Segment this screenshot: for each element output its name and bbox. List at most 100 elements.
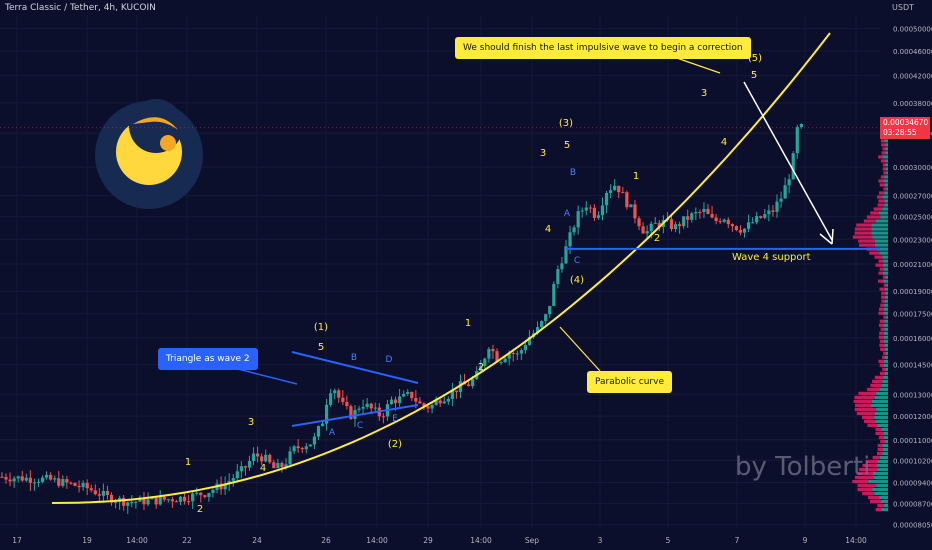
volume-bar-up <box>883 259 888 263</box>
volume-bar-down <box>858 467 878 472</box>
y-tick-label: 0.00013000 <box>893 391 932 399</box>
abc-label: A <box>329 428 336 438</box>
candle-body <box>714 217 718 222</box>
volume-bar-up <box>872 235 888 239</box>
projection-arrow-line <box>743 81 833 241</box>
candle-body <box>243 466 248 468</box>
candle-body <box>702 208 706 213</box>
candle-body <box>57 478 61 486</box>
watermark: by Tolberti <box>735 452 871 482</box>
parabolic-curve <box>51 32 831 504</box>
candle-body <box>264 454 268 462</box>
volume-bar-up <box>886 187 888 191</box>
wave-label: 5 <box>564 140 570 151</box>
volume-bar-down <box>878 311 884 315</box>
x-tick-label: 24 <box>252 536 262 545</box>
candle-body <box>109 494 114 503</box>
volume-bar-up <box>883 267 888 271</box>
volume-bar-up <box>879 387 888 391</box>
volume-bar-down <box>874 375 884 379</box>
volume-bar-down <box>863 219 876 223</box>
volume-bar-up <box>879 455 888 460</box>
y-tick-label: 0.00038000 <box>893 100 932 108</box>
candle-body <box>771 210 775 212</box>
y-tick-label: 0.00030000 <box>893 164 932 172</box>
volume-bar-down <box>879 331 884 335</box>
volume-bar-down <box>878 435 884 440</box>
volume-bar-up <box>881 508 888 512</box>
volume-bar-up <box>884 319 888 323</box>
volume-bar-down <box>878 359 884 363</box>
volume-bar-up <box>884 355 888 359</box>
drawings <box>0 32 880 504</box>
wave-label: 5 <box>751 70 757 81</box>
candle-body <box>16 476 20 479</box>
y-tick-label: 0.00046000 <box>893 48 932 56</box>
volume-bar-up <box>882 195 888 199</box>
triangle-upper-line <box>291 351 419 384</box>
volume-bar-up <box>874 395 888 399</box>
candle-body <box>657 222 661 227</box>
volume-bar-down <box>883 283 887 287</box>
volume-bar-down <box>878 199 885 203</box>
volume-bar-down <box>875 431 884 436</box>
volume-bar-down <box>879 191 885 195</box>
abc-label: D <box>386 355 393 365</box>
candle-body <box>686 216 690 220</box>
y-tick-label: 0.00012000 <box>893 413 932 421</box>
volume-bar-up <box>883 363 888 367</box>
volume-bar-down <box>876 451 883 456</box>
candle-body <box>357 408 361 410</box>
candle-body <box>442 401 446 404</box>
candle-body <box>726 219 730 225</box>
volume-bar-down <box>862 463 877 468</box>
volume-bar-down <box>879 319 885 323</box>
volume-bar-down <box>858 243 875 247</box>
y-tick-label: 0.00019000 <box>893 288 932 296</box>
volume-bar-up <box>884 183 888 187</box>
volume-bar-up <box>878 211 888 215</box>
candle-body <box>333 390 337 394</box>
candle-body <box>69 482 73 484</box>
abc-label: B <box>570 168 576 178</box>
wave-label: 3 <box>248 417 254 428</box>
volume-bar-up <box>884 327 888 331</box>
volume-bar-down <box>854 231 872 235</box>
volume-bar-up <box>882 451 888 456</box>
countdown-value: 03:28:55 <box>883 128 917 137</box>
volume-bar-down <box>883 351 886 355</box>
volume-bar-down <box>855 403 872 408</box>
candle-body <box>690 213 694 220</box>
candle-body <box>738 229 743 233</box>
volume-bar-down <box>854 407 876 412</box>
y-tick-label: 0.00009400 <box>893 479 932 487</box>
volume-bar-up <box>876 463 888 468</box>
candle-body <box>393 399 398 404</box>
candle-body <box>134 501 138 503</box>
candle-body <box>44 474 49 478</box>
volume-bar-up <box>883 375 888 379</box>
volume-bar-down <box>877 504 884 508</box>
candle-body <box>483 358 487 366</box>
candle-body <box>410 391 414 399</box>
candle-body <box>122 497 126 506</box>
volume-bar-up <box>877 459 888 464</box>
volume-bar-up <box>871 223 888 227</box>
candle-body <box>629 204 633 208</box>
volume-bar-up <box>876 247 888 251</box>
candle-body <box>625 192 629 208</box>
candle-body <box>584 207 588 211</box>
candle-body <box>718 221 722 223</box>
candle-body <box>174 501 179 503</box>
abc-label: A <box>564 209 571 219</box>
candle-body <box>199 492 203 496</box>
volume-bar-up <box>884 203 888 207</box>
candle-body <box>65 479 69 483</box>
candle-body <box>544 314 548 322</box>
volume-bar-down <box>881 151 886 155</box>
candle-body <box>682 216 686 227</box>
wave-label: 1 <box>465 318 471 329</box>
volume-bar-down <box>879 339 884 343</box>
candle-body <box>576 211 580 228</box>
